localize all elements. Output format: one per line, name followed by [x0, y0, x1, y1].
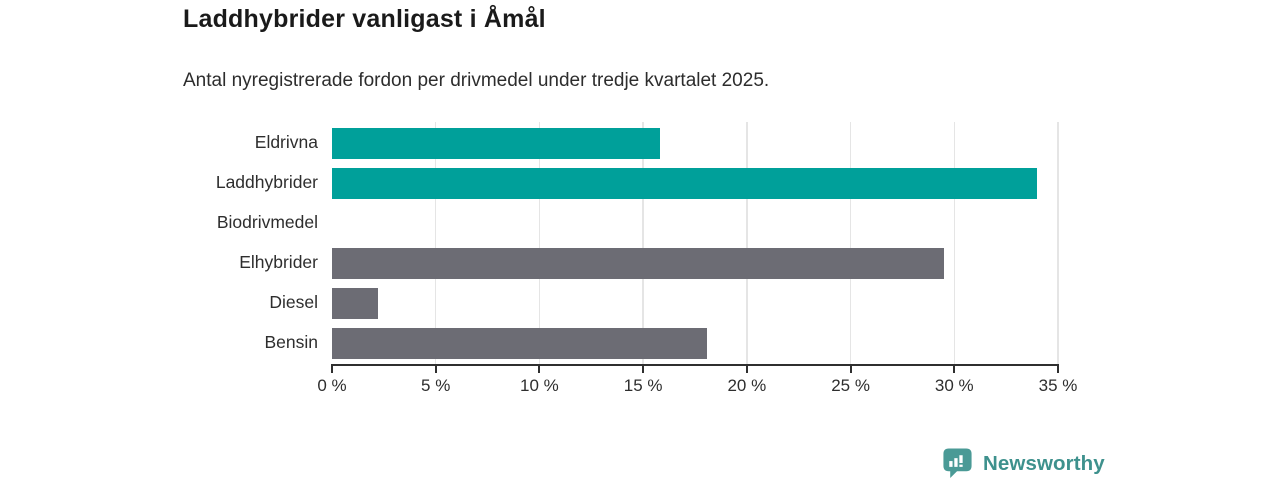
bar — [332, 128, 660, 159]
axis-tick — [849, 364, 852, 373]
axis-tick-label: 15 % — [623, 376, 663, 395]
chart-subtitle: Antal nyregistrerade fordon per drivmede… — [183, 70, 770, 91]
axis-tick-label: 5 % — [421, 376, 451, 395]
chart-title: Laddhybrider vanligast i Åmål — [183, 5, 546, 33]
axis-tick-label: 0 % — [317, 376, 347, 395]
category-label: Laddhybrider — [215, 172, 318, 192]
category-label: Elhybrider — [239, 252, 318, 272]
bar — [332, 248, 944, 279]
newsworthy-logo-icon — [943, 448, 972, 479]
gridline — [849, 122, 852, 364]
axis-tick-label: 35 % — [1038, 376, 1078, 395]
axis-tick — [434, 364, 437, 373]
gridline — [953, 122, 956, 364]
category-label: Diesel — [269, 292, 318, 312]
category-axis-labels: Eldrivna Laddhybrider Biodrivmedel Elhybrid… — [0, 122, 318, 364]
axis-tick — [642, 364, 645, 373]
axis-tick-label: 25 % — [831, 376, 870, 395]
gridline — [746, 122, 748, 364]
axis-tick-label: 10 % — [520, 376, 559, 395]
axis-tick — [745, 364, 748, 373]
axis-tick-label: 30 % — [934, 376, 974, 395]
axis-tick-label: 20 % — [727, 376, 767, 395]
brand-name: Newsworthy — [983, 451, 1105, 475]
gridline — [538, 122, 541, 364]
category-label: Eldrivna — [254, 132, 318, 152]
bar — [332, 288, 378, 319]
axis-tick — [331, 364, 333, 373]
axis-tick — [1057, 364, 1059, 373]
gridline — [642, 122, 644, 364]
bar — [332, 328, 708, 359]
axis-tick — [953, 364, 956, 373]
bar-chart: Eldrivna Laddhybrider Biodrivmedel Elhybrid… — [0, 122, 1280, 364]
brand-footer: Newsworthy — [941, 446, 1105, 480]
category-label: Bensin — [264, 332, 318, 352]
gridline — [1057, 122, 1059, 364]
plot-area — [332, 122, 1059, 364]
category-label: Biodrivmedel — [216, 212, 318, 232]
gridline — [434, 122, 437, 364]
x-axis-line — [331, 364, 1059, 366]
bar — [332, 168, 1038, 199]
axis-tick — [538, 364, 541, 373]
x-axis: 0 % 5 % 10 % 15 % 20 % 25 % 30 % 35 % — [317, 364, 1077, 404]
